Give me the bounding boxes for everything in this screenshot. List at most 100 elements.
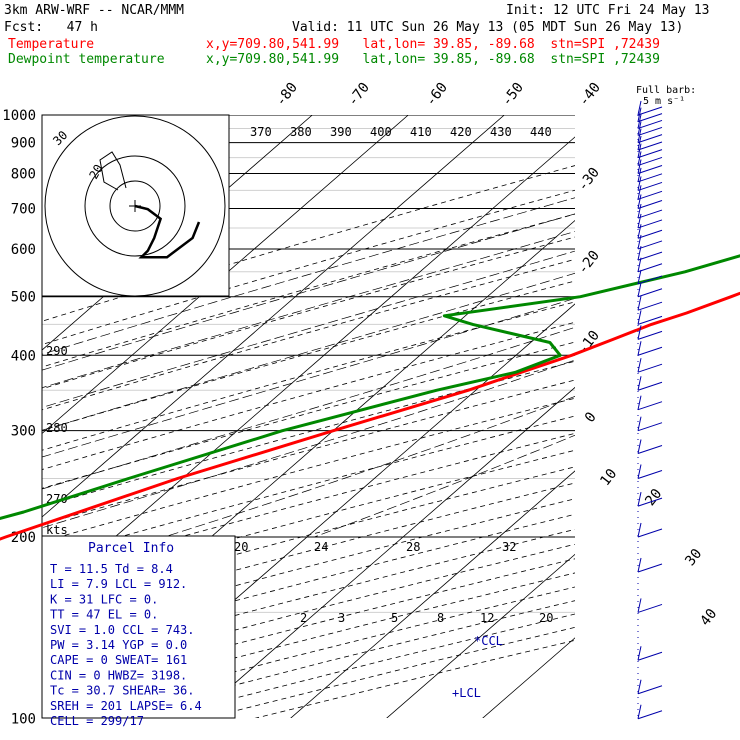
wind-barb-flag	[637, 107, 642, 122]
isotherm-line	[42, 115, 409, 435]
hodograph-trace	[134, 204, 201, 259]
wind-barb	[637, 710, 663, 720]
wind-barb	[637, 229, 663, 239]
mixing-ratio-label: 5	[391, 611, 398, 625]
wind-barb-flag	[637, 557, 642, 573]
dry-adiabat-line	[42, 236, 575, 390]
valid-time: Valid: 11 UTC Sun 26 May 13 (05 MDT Sun …	[292, 20, 684, 35]
forecast-hour: Fcst: 47 h	[4, 20, 98, 35]
parcel-info-row: SREH = 201 LAPSE= 6.4	[50, 699, 202, 713]
wind-speed-axis-label: kts	[46, 523, 68, 537]
wind-barb-flag	[637, 358, 642, 373]
parcel-info-box: Parcel Info T = 11.5 Td = 8.4LI = 7.9 LCL…	[41, 535, 236, 728]
wind-barb	[637, 141, 663, 151]
parcel-info-row: T = 11.5 Td = 8.4	[50, 562, 173, 576]
wind-barb-flag	[637, 128, 642, 143]
wind-barb-flag	[637, 257, 642, 272]
wind-barb	[637, 301, 663, 311]
wind-barb	[637, 288, 663, 298]
parcel-info-row: TT = 47 EL = 0.	[50, 608, 158, 622]
parcel-info-row: Tc = 30.7 SHEAR= 36.	[50, 684, 195, 698]
wind-speed-tick-label: 28	[406, 540, 420, 554]
wind-barb	[637, 497, 663, 507]
hodograph-speed-ring	[44, 115, 226, 297]
mixing-ratio-label: 3	[338, 611, 345, 625]
wind-barb-flag	[637, 282, 642, 297]
wind-barb-flag	[637, 234, 642, 250]
wind-barb-flag	[637, 646, 642, 661]
wind-barb-flag	[637, 341, 642, 356]
dry-adiabat-line	[42, 360, 575, 508]
pressure-label: 500	[11, 290, 36, 306]
isotherm-label: 10	[597, 466, 620, 489]
moist-adiabat-line	[42, 231, 575, 389]
theta-label-top: 380	[290, 125, 312, 139]
isotherm-label: -60	[423, 80, 451, 110]
parcel-info-row: CAPE = 0 SWEAT= 161	[50, 653, 187, 667]
dry-adiabat-line	[42, 432, 575, 576]
wind-barb-flag	[637, 376, 642, 391]
wind-barb	[637, 240, 663, 250]
moist-adiabat-line	[42, 326, 575, 490]
model-title: 3km ARW-WRF -- NCAR/MMM	[4, 3, 185, 18]
wind-barb	[637, 181, 663, 191]
isotherm-label: -50	[499, 80, 527, 110]
pressure-label: 900	[11, 136, 36, 152]
moist-adiabat-line	[42, 297, 575, 458]
wind-barb-flag	[637, 194, 642, 209]
wind-barb	[637, 200, 663, 209]
wind-barb	[637, 156, 663, 166]
wind-barb-flag	[637, 522, 642, 538]
dewpoint-location: x,y=709.80,541.99 lat,lon= 39.85, -89.68…	[206, 52, 660, 67]
barb-note: Full barb:5 m s⁻¹	[636, 85, 696, 107]
parcel-info-row: LI = 7.9 LCL = 912.	[50, 577, 187, 591]
wind-barb	[637, 363, 663, 373]
parcel-info-row: SVI = 1.0 CCL = 743.	[50, 623, 195, 637]
dry-adiabat-line	[42, 397, 575, 543]
theta-label-top: 420	[450, 125, 472, 139]
pressure-label: 700	[11, 202, 36, 218]
isotherm-line	[42, 136, 575, 602]
moist-adiabat-line	[164, 395, 575, 538]
wind-barb	[637, 106, 663, 116]
isotherm-label: -30	[575, 165, 603, 195]
isotherm-label: -80	[273, 80, 301, 110]
mixing-ratio-label: 2	[300, 611, 307, 625]
theta-label-top: 400	[370, 125, 392, 139]
pressure-label: 1000	[2, 108, 36, 124]
init-time: Init: 12 UTC Fri 24 May 13	[506, 3, 710, 18]
wind-barb	[637, 315, 663, 325]
wind-barb	[637, 190, 663, 200]
lcl-marker: +LCL	[452, 686, 481, 700]
wind-barb-flag	[637, 114, 642, 129]
wind-barb-flag	[637, 598, 642, 613]
mixing-ratio-label: 20	[539, 611, 553, 625]
hodograph-speed-ring	[109, 180, 161, 232]
wind-barb-flag	[637, 213, 642, 229]
ccl-marker: *CCL	[474, 634, 503, 648]
wind-barb	[637, 275, 663, 285]
wind-barb	[637, 119, 663, 129]
isotherm-line	[674, 115, 740, 719]
wind-barb-flag	[637, 245, 642, 261]
pressure-label: 800	[11, 167, 36, 183]
pressure-label: 400	[11, 348, 36, 364]
wind-barb	[637, 126, 663, 136]
theta-label-top: 370	[250, 125, 272, 139]
mixing-ratio-label: 12	[480, 611, 494, 625]
wind-barb-flag	[637, 704, 642, 719]
wind-barb	[637, 381, 663, 391]
moist-adiabat-line	[314, 434, 575, 538]
isotherm-label: 20	[642, 486, 665, 509]
wind-barb-flag	[637, 135, 642, 151]
wind-barb	[637, 173, 663, 183]
wind-barb-flag	[637, 492, 642, 507]
wind-speed-tick-label: 32	[502, 540, 516, 554]
parcel-info-row: PW = 3.14 YGP = 0.0	[50, 638, 187, 652]
wind-barb-flag	[637, 203, 642, 219]
wind-barb	[637, 528, 663, 538]
wind-barb	[637, 422, 663, 432]
wind-barb-flag	[637, 464, 642, 479]
